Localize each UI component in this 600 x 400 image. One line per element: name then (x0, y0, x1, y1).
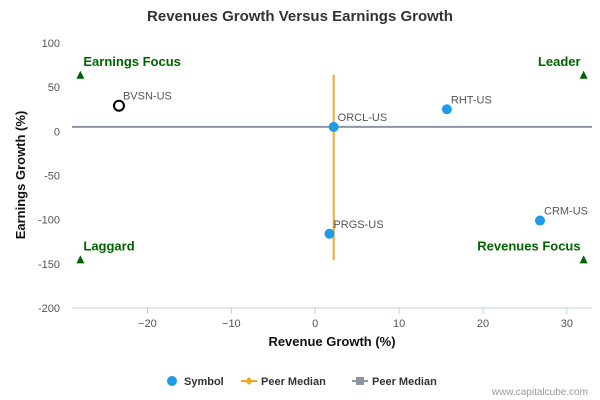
data-point-label: PRGS-US (333, 219, 383, 231)
data-point (112, 99, 125, 112)
legend-label: Peer Median (372, 376, 437, 388)
legend-symbol-icon (167, 376, 177, 386)
data-point-label: ORCL-US (338, 112, 388, 124)
legend: Symbol Peer Median Peer Median (167, 376, 437, 388)
y-tick-label: -50 (44, 171, 60, 183)
x-tick-label: 0 (312, 318, 318, 330)
y-tick-label: 50 (48, 82, 60, 94)
y-tick-label: 100 (42, 38, 60, 50)
x-axis-title: Revenue Growth (%) (268, 334, 395, 349)
quadrant-labels: Earnings Focus Leader Laggard Revenues Focu… (76, 54, 588, 264)
data-point (328, 121, 339, 132)
quadrant-label: Earnings Focus (83, 54, 181, 69)
quadrant-marker-icon (76, 255, 85, 264)
quadrant-label: Leader (538, 54, 581, 69)
y-axis-ticks: 100 50 0 -50 -100 -150 -200 (38, 38, 60, 315)
quadrant-label: Revenues Focus (477, 238, 580, 253)
data-point (535, 215, 545, 226)
data-point-label: CRM-US (544, 206, 588, 218)
data-points: BVSN-US ORCL-US RHT-US PRGS-US CRM-US (112, 91, 588, 239)
data-point (324, 228, 335, 239)
quadrant-marker-icon (76, 70, 85, 79)
legend-label: Peer Median (261, 376, 326, 388)
quadrant-label: Laggard (83, 238, 134, 253)
x-tick-label: −10 (222, 318, 241, 330)
x-tick-label: −20 (138, 318, 157, 330)
data-point (441, 104, 452, 115)
credit-text: www.capitalcube.com (491, 387, 588, 398)
y-tick-label: -150 (38, 259, 60, 271)
data-point-label: RHT-US (451, 94, 492, 106)
x-axis-ticks: −20 −10 0 10 20 30 (138, 308, 573, 330)
y-tick-label: -200 (38, 303, 60, 315)
x-tick-label: 20 (477, 318, 489, 330)
y-tick-label: 0 (54, 126, 60, 138)
legend-square-icon (356, 377, 364, 385)
legend-diamond-icon (245, 377, 253, 385)
x-tick-label: 30 (561, 318, 573, 330)
x-tick-label: 10 (393, 318, 405, 330)
y-axis-title: Earnings Growth (%) (13, 111, 28, 240)
chart-title: Revenues Growth Versus Earnings Growth (147, 8, 453, 25)
y-tick-label: -100 (38, 215, 60, 227)
data-point-label: BVSN-US (123, 91, 172, 103)
legend-label: Symbol (184, 376, 224, 388)
quadrant-marker-icon (579, 255, 588, 264)
quadrant-marker-icon (579, 70, 588, 79)
